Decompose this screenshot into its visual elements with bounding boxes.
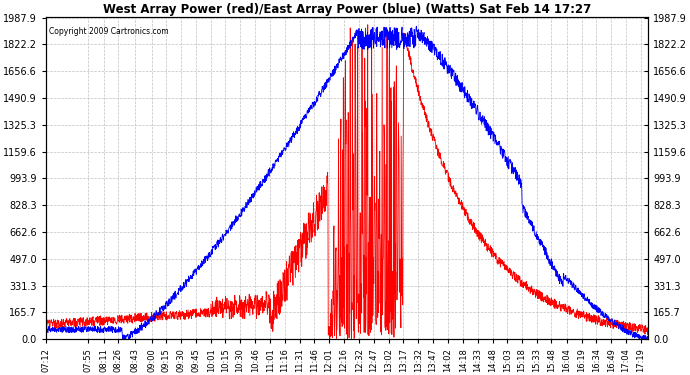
Title: West Array Power (red)/East Array Power (blue) (Watts) Sat Feb 14 17:27: West Array Power (red)/East Array Power … <box>103 3 591 16</box>
Text: Copyright 2009 Cartronics.com: Copyright 2009 Cartronics.com <box>49 27 168 36</box>
